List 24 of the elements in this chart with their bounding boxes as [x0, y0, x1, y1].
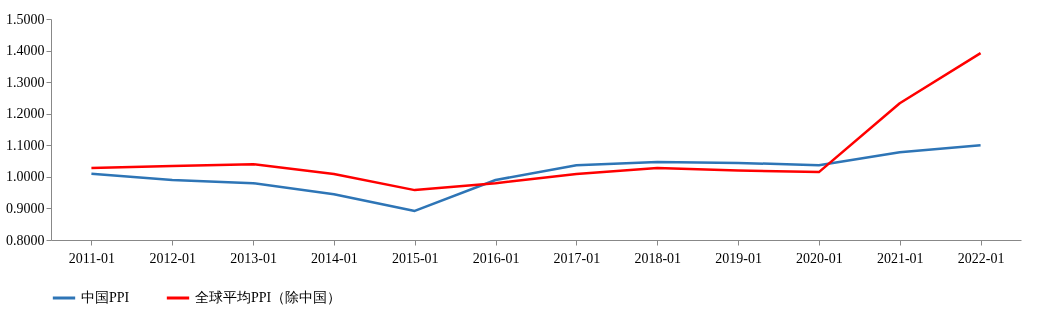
legend-label: 中国PPI: [81, 290, 130, 305]
y-tick-label: 1.4000: [6, 43, 45, 59]
x-tick-label: 2017-01: [553, 250, 601, 266]
x-tick-label: 2018-01: [634, 250, 682, 266]
x-tick-label: 2019-01: [715, 250, 762, 266]
x-tick-label: 2012-01: [149, 250, 197, 266]
legend-label: 全球平均PPI（除中国）: [195, 290, 342, 305]
y-tick-label: 1.2000: [6, 106, 45, 122]
y-tick-label: 1.3000: [6, 74, 45, 90]
x-tick-label: 2020-01: [796, 250, 843, 266]
x-tick-label: 2011-01: [68, 250, 115, 266]
x-tick-label: 2016-01: [472, 250, 520, 266]
y-tick-label: 0.8000: [6, 232, 45, 248]
y-tick-label: 0.9000: [6, 200, 45, 216]
y-tick-label: 1.5000: [6, 11, 45, 27]
y-tick-label: 1.1000: [6, 137, 45, 153]
line-series: [90, 51, 982, 192]
x-tick-label: 2014-01: [311, 250, 358, 266]
y-tick-label: 1.0000: [6, 169, 45, 185]
x-tick-label: 2021-01: [876, 250, 924, 266]
x-tick-label: 2022-01: [957, 250, 1005, 266]
x-tick-label: 2015-01: [391, 250, 439, 266]
x-tick-label: 2013-01: [230, 250, 277, 266]
line-series: [90, 144, 982, 213]
